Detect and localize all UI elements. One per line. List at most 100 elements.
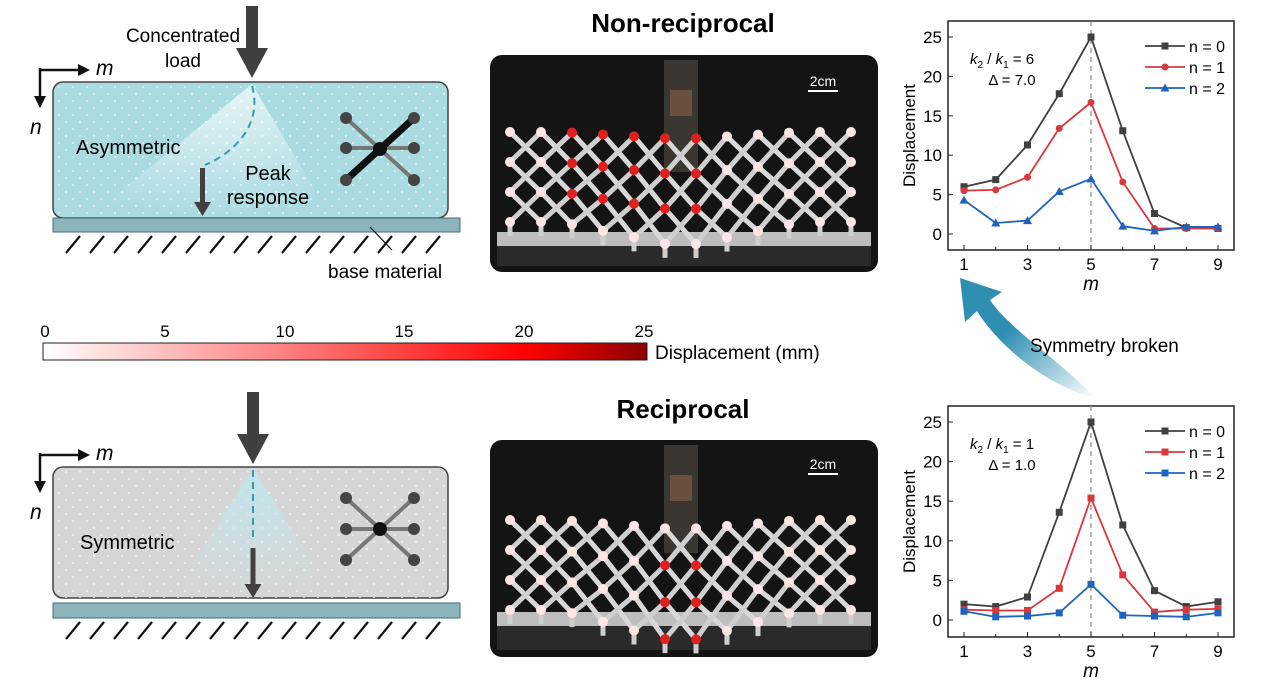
lattice-beam	[755, 580, 792, 625]
marker-dot	[629, 590, 639, 601]
ratio-annotation: k2 / k1 = 1	[970, 436, 1034, 456]
legend-marker	[1161, 448, 1169, 456]
peak-label: Peak	[245, 163, 292, 185]
marker-dot	[629, 520, 639, 531]
hatch-line	[377, 621, 393, 640]
data-point	[959, 195, 969, 204]
marker-dot	[536, 157, 546, 167]
marker-dot	[784, 188, 794, 199]
subscript: 1	[1003, 445, 1009, 456]
subscript: 2	[978, 60, 984, 71]
marker-dot	[598, 193, 608, 204]
data-point	[1024, 606, 1031, 614]
marker-dot	[846, 515, 856, 525]
x-tick-label: 7	[1150, 255, 1159, 274]
data-point	[960, 607, 968, 615]
lattice-beam	[786, 159, 823, 197]
hatch-line	[185, 235, 201, 254]
lattice-beam	[538, 130, 575, 165]
lattice-beam	[786, 547, 823, 586]
colorbar-tick: 25	[635, 322, 654, 341]
lattice-beam	[538, 579, 575, 613]
colorbar-tick: 20	[515, 322, 534, 341]
marker-dot	[753, 617, 763, 628]
lattice-beam	[755, 549, 792, 592]
lattice-beam	[631, 562, 668, 599]
lattice-beam	[724, 164, 761, 207]
colorbar-tick: 5	[160, 322, 169, 341]
subscript: 2	[978, 445, 984, 456]
marker-dot	[629, 232, 639, 243]
colorbar-tick: 0	[40, 322, 49, 341]
x-tick-label: 5	[1086, 642, 1095, 661]
marker-dot	[846, 217, 856, 227]
hatch-line	[65, 621, 81, 640]
lattice-beam	[600, 167, 637, 202]
symmetric-label: Symmetric	[80, 532, 174, 554]
symmetry-broken-label: Symmetry broken	[1030, 336, 1179, 357]
lattice-beam	[755, 130, 792, 170]
marker-dot	[505, 157, 515, 167]
data-point	[1024, 593, 1031, 601]
coordinate-axes	[34, 64, 90, 108]
y-tick-label: 10	[923, 146, 942, 165]
legend-marker	[1160, 83, 1170, 92]
y-axis-label: Displacement	[900, 84, 919, 187]
lattice-beam	[507, 189, 544, 225]
lattice-beam	[631, 206, 668, 240]
hatch-line	[209, 235, 225, 254]
base-material-strip	[52, 217, 461, 233]
data-point	[1151, 608, 1158, 616]
hatch-line	[137, 235, 153, 254]
x-tick-label: 1	[959, 642, 968, 661]
lattice-beam	[693, 201, 730, 247]
x-tick-label: 3	[1023, 255, 1032, 274]
lattice-beam	[755, 518, 792, 559]
legend-label: n = 1	[1189, 60, 1225, 77]
legend-label: n = 2	[1189, 466, 1225, 483]
legend-label: n = 2	[1189, 81, 1225, 98]
marker-dot	[691, 634, 701, 645]
data-point	[992, 613, 1000, 621]
data-point	[1214, 605, 1222, 613]
marker-dot	[505, 217, 515, 227]
marker-dot	[691, 560, 701, 571]
hatch-line	[329, 235, 345, 254]
data-point	[1024, 612, 1031, 620]
lattice-beam	[693, 593, 730, 642]
marker-dot	[505, 545, 515, 555]
base-material-strip	[52, 602, 461, 619]
data-point	[1055, 609, 1063, 617]
lattice-beam	[507, 577, 544, 613]
data-point	[1024, 173, 1031, 181]
marker-dot	[505, 187, 515, 197]
data-point	[1055, 584, 1063, 592]
lattice-beam	[724, 553, 761, 599]
data-point	[992, 606, 1000, 614]
asymmetric-label: Asymmetric	[76, 137, 180, 159]
hatch-line	[89, 621, 105, 640]
marker-dot	[505, 575, 515, 585]
ratio-value: = 6	[1009, 51, 1034, 68]
data-point	[1023, 216, 1032, 225]
data-point	[1119, 127, 1127, 135]
hatch-line	[401, 621, 417, 640]
data-point	[1119, 178, 1127, 186]
marker-dot	[722, 198, 732, 209]
marker-dot	[660, 560, 670, 571]
hatch-line	[185, 621, 201, 640]
marker-dot	[660, 238, 670, 249]
lattice-beam	[538, 160, 575, 195]
lattice-beam	[600, 558, 637, 592]
y-tick-label: 20	[923, 453, 942, 472]
lattice-beam	[693, 558, 730, 605]
lattice-beam	[662, 562, 699, 605]
colorbar-tick: 10	[276, 322, 295, 341]
data-point	[1119, 611, 1127, 619]
data-point	[1118, 221, 1128, 230]
marker-dot	[536, 187, 546, 197]
hatch-line	[113, 235, 129, 254]
marker-dot	[629, 625, 639, 636]
marker-dot	[846, 187, 856, 197]
marker-dot	[846, 127, 856, 137]
